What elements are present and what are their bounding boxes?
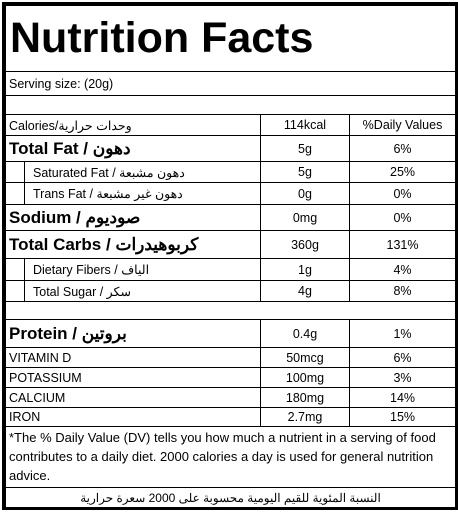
daily-value: 131% <box>348 230 457 259</box>
amount: 5g <box>260 135 350 162</box>
footnote-arabic: النسبة المئوية للقيم اليومية محسوبة على … <box>4 487 457 508</box>
nutrient-label: Total Fat / دهون <box>5 135 261 162</box>
amount: 4g <box>260 280 350 302</box>
daily-value: 6% <box>348 135 457 162</box>
nutrient-label: Saturated Fat / دهون مشبعة <box>24 161 261 183</box>
footnote: *The % Daily Value (DV) tells you how mu… <box>4 426 457 488</box>
amount: 180mg <box>260 387 350 408</box>
spacer <box>4 301 457 320</box>
amount: 0.4g <box>260 319 350 348</box>
indent <box>5 182 25 205</box>
nutrient-label: Dietary Fibers / الياف <box>24 258 261 281</box>
nutrient-label: Total Sugar / سكر <box>24 280 261 302</box>
daily-value: 4% <box>348 258 457 281</box>
nutrient-label: IRON <box>5 407 261 427</box>
amount: 0mg <box>260 204 350 231</box>
nutrient-label: CALCIUM <box>5 387 261 408</box>
header-calories: 114kcal <box>260 114 350 136</box>
daily-value: 6% <box>348 347 457 368</box>
spacer <box>4 95 457 115</box>
indent <box>5 258 25 281</box>
header-label: Calories/وحدات حرارية <box>5 114 261 136</box>
indent <box>5 280 25 302</box>
nutrient-label: Trans Fat / دهون غير مشبعة <box>24 182 261 205</box>
daily-value: 25% <box>348 161 457 183</box>
title: Nutrition Facts <box>4 5 457 72</box>
indent <box>5 161 25 183</box>
nutrient-label: Total Carbs / كربوهيدرات <box>5 230 261 259</box>
amount: 0g <box>260 182 350 205</box>
amount: 360g <box>260 230 350 259</box>
nutrient-label: POTASSIUM <box>5 367 261 388</box>
nutrient-label: Sodium / صوديوم <box>5 204 261 231</box>
amount: 50mcg <box>260 347 350 368</box>
daily-value: 15% <box>348 407 457 427</box>
amount: 100mg <box>260 367 350 388</box>
amount: 2.7mg <box>260 407 350 427</box>
amount: 1g <box>260 258 350 281</box>
daily-value: 14% <box>348 387 457 408</box>
serving-size: Serving size: (20g) <box>4 71 457 96</box>
nutrition-table: Nutrition Facts Serving size: (20g) Calo… <box>4 5 457 508</box>
daily-value: 0% <box>348 182 457 205</box>
daily-value: 8% <box>348 280 457 302</box>
daily-value: 0% <box>348 204 457 231</box>
header-dv: %Daily Values <box>348 114 457 136</box>
daily-value: 1% <box>348 319 457 348</box>
nutrient-label: VITAMIN D <box>5 347 261 368</box>
amount: 5g <box>260 161 350 183</box>
daily-value: 3% <box>348 367 457 388</box>
nutrient-label: Protein / بروتين <box>5 319 261 348</box>
